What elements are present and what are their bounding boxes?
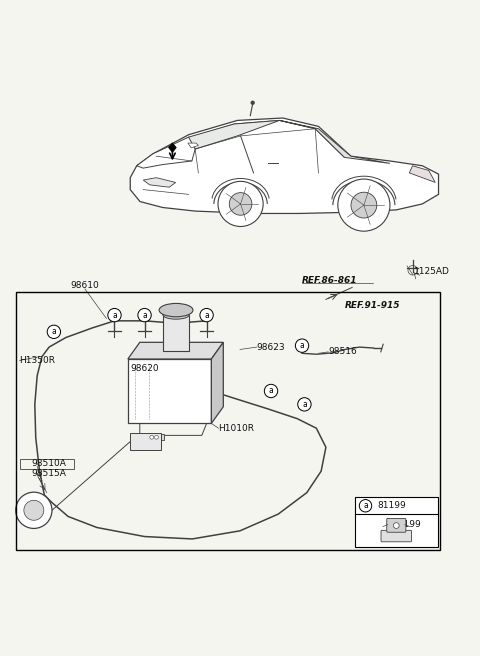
Text: 98620: 98620 <box>130 364 159 373</box>
Bar <box>355 497 438 546</box>
Circle shape <box>16 492 52 529</box>
Circle shape <box>150 436 154 440</box>
Text: a: a <box>300 341 304 350</box>
Polygon shape <box>188 143 198 148</box>
Text: a: a <box>112 310 117 319</box>
Text: 1125AD: 1125AD <box>414 267 450 276</box>
Text: REF.86-861: REF.86-861 <box>302 276 358 285</box>
Polygon shape <box>168 143 176 152</box>
Polygon shape <box>128 342 223 359</box>
Circle shape <box>47 325 60 338</box>
Circle shape <box>200 308 213 322</box>
Bar <box>16 292 441 550</box>
Circle shape <box>138 308 151 322</box>
Bar <box>128 359 211 423</box>
Text: 98510A: 98510A <box>31 459 66 468</box>
Polygon shape <box>137 137 195 168</box>
Polygon shape <box>409 166 435 182</box>
Polygon shape <box>156 121 279 162</box>
Ellipse shape <box>163 310 189 319</box>
FancyBboxPatch shape <box>387 518 406 532</box>
Text: a: a <box>142 310 147 319</box>
Text: H1010R: H1010R <box>218 424 254 433</box>
Text: a: a <box>269 386 274 396</box>
Bar <box>144 434 164 440</box>
Text: a: a <box>363 501 368 510</box>
Circle shape <box>298 398 311 411</box>
Polygon shape <box>211 342 223 423</box>
Ellipse shape <box>159 304 193 317</box>
Polygon shape <box>279 121 390 163</box>
Bar <box>130 433 161 450</box>
Bar <box>163 315 189 351</box>
Text: REF.91-915: REF.91-915 <box>345 301 400 310</box>
Text: H1350R: H1350R <box>20 356 56 365</box>
Text: a: a <box>204 310 209 319</box>
Circle shape <box>24 501 44 520</box>
Circle shape <box>295 339 309 352</box>
Circle shape <box>251 101 254 105</box>
Text: 81199: 81199 <box>393 520 421 529</box>
Text: a: a <box>51 327 56 337</box>
FancyBboxPatch shape <box>381 530 411 542</box>
Circle shape <box>229 193 252 215</box>
Text: 98623: 98623 <box>257 342 285 352</box>
Circle shape <box>108 308 121 322</box>
Circle shape <box>360 500 372 512</box>
Text: a: a <box>302 400 307 409</box>
Circle shape <box>155 436 158 440</box>
Text: 81199: 81199 <box>377 501 406 510</box>
Circle shape <box>264 384 278 398</box>
Text: 98515A: 98515A <box>31 469 66 478</box>
Text: 98610: 98610 <box>71 281 99 289</box>
Text: 98516: 98516 <box>328 348 357 356</box>
Circle shape <box>351 192 377 218</box>
Circle shape <box>394 523 399 529</box>
Polygon shape <box>143 178 176 187</box>
Circle shape <box>338 179 390 231</box>
Polygon shape <box>130 118 439 213</box>
Circle shape <box>218 181 263 226</box>
